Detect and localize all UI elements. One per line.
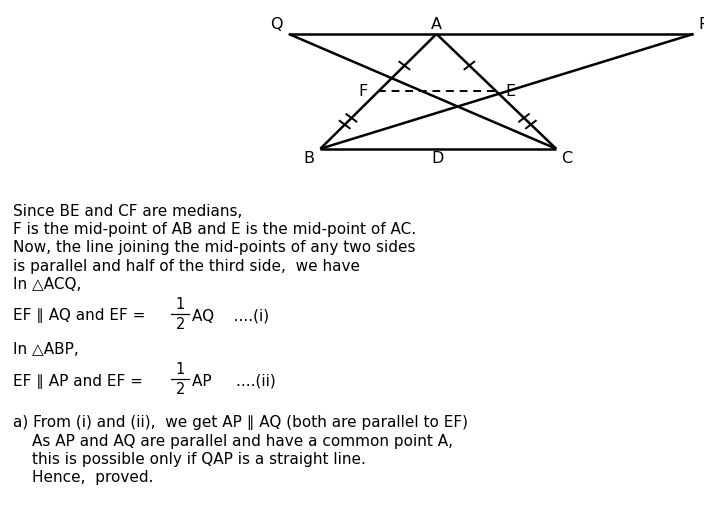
Text: Now, the line joining the mid-points of any two sides: Now, the line joining the mid-points of … (13, 241, 415, 255)
Text: P: P (698, 17, 704, 32)
Text: E: E (505, 84, 515, 99)
Text: EF ∥ AQ and EF =: EF ∥ AQ and EF = (13, 309, 150, 323)
Text: B: B (303, 151, 315, 165)
Text: C: C (561, 151, 572, 165)
Text: 2: 2 (175, 317, 185, 331)
Text: Hence,  proved.: Hence, proved. (32, 470, 153, 485)
Text: 1: 1 (175, 297, 185, 312)
Text: EF ∥ AP and EF =: EF ∥ AP and EF = (13, 374, 147, 388)
Text: In △ABP,: In △ABP, (13, 342, 78, 357)
Text: F is the mid-point of AB and E is the mid-point of AC.: F is the mid-point of AB and E is the mi… (13, 222, 416, 237)
Text: Q: Q (270, 17, 282, 32)
Text: 1: 1 (175, 362, 185, 377)
Text: A: A (431, 17, 442, 32)
Text: In △ACQ,: In △ACQ, (13, 277, 81, 292)
Text: F: F (358, 84, 367, 99)
Text: As AP and AQ are parallel and have a common point A,: As AP and AQ are parallel and have a com… (32, 434, 453, 448)
Text: is parallel and half of the third side,  we have: is parallel and half of the third side, … (13, 259, 360, 274)
Text: AQ    ....(i): AQ ....(i) (192, 309, 270, 323)
Text: D: D (432, 151, 444, 165)
Text: a) From (i) and (ii),  we get AP ∥ AQ (both are parallel to EF): a) From (i) and (ii), we get AP ∥ AQ (bo… (13, 416, 467, 430)
Text: 2: 2 (175, 382, 185, 397)
Text: this is possible only if QAP is a straight line.: this is possible only if QAP is a straig… (32, 452, 365, 467)
Text: AP     ....(ii): AP ....(ii) (192, 374, 276, 388)
Text: Since BE and CF are medians,: Since BE and CF are medians, (13, 204, 242, 219)
